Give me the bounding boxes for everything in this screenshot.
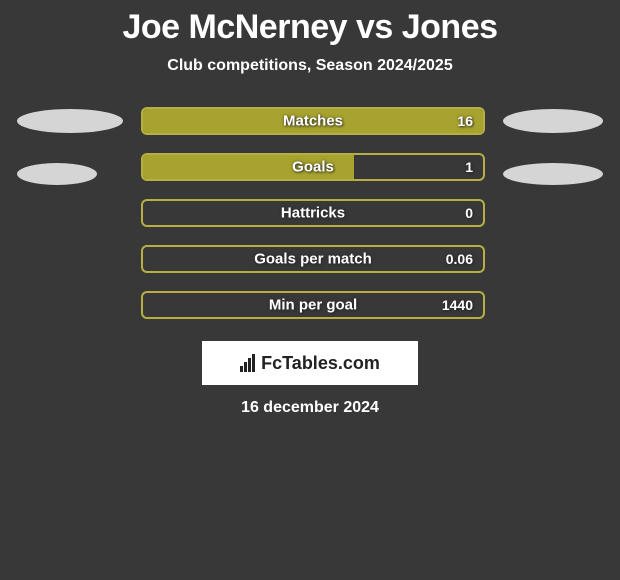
stat-bar: Goals per match 0.06 <box>141 245 485 273</box>
decorative-ellipse <box>503 163 603 185</box>
stat-bar-label: Hattricks <box>281 205 345 222</box>
source-logo: FcTables.com <box>202 341 418 385</box>
stat-bar-label: Goals per match <box>254 251 372 268</box>
page-title: Joe McNerney vs Jones <box>0 8 620 47</box>
logo-text: FcTables.com <box>261 353 380 374</box>
bar-chart-icon <box>240 354 255 372</box>
stat-bar-value: 1440 <box>442 297 473 313</box>
stat-bar-value: 0.06 <box>446 251 473 267</box>
stat-bar-label: Min per goal <box>269 297 357 314</box>
stat-bars: Matches 16 Goals 1 Hattricks 0 Goals per match… <box>141 107 485 319</box>
stat-bar: Hattricks 0 <box>141 199 485 227</box>
stat-bar-value: 0 <box>465 205 473 221</box>
stat-bar-label: Goals <box>292 159 334 176</box>
decorative-ellipse <box>17 163 97 185</box>
date-label: 16 december 2024 <box>0 399 620 417</box>
left-ellipse-column <box>17 107 123 185</box>
stat-bar: Matches 16 <box>141 107 485 135</box>
stats-card: Joe McNerney vs Jones Club competitions,… <box>0 0 620 417</box>
main-row: Matches 16 Goals 1 Hattricks 0 Goals per match… <box>0 107 620 319</box>
stat-bar-value: 1 <box>465 159 473 175</box>
stat-bar-label: Matches <box>283 113 343 130</box>
right-ellipse-column <box>503 107 603 185</box>
stat-bar: Goals 1 <box>141 153 485 181</box>
stat-bar-value: 16 <box>457 113 473 129</box>
decorative-ellipse <box>503 109 603 133</box>
stat-bar: Min per goal 1440 <box>141 291 485 319</box>
decorative-ellipse <box>17 109 123 133</box>
page-subtitle: Club competitions, Season 2024/2025 <box>0 57 620 75</box>
